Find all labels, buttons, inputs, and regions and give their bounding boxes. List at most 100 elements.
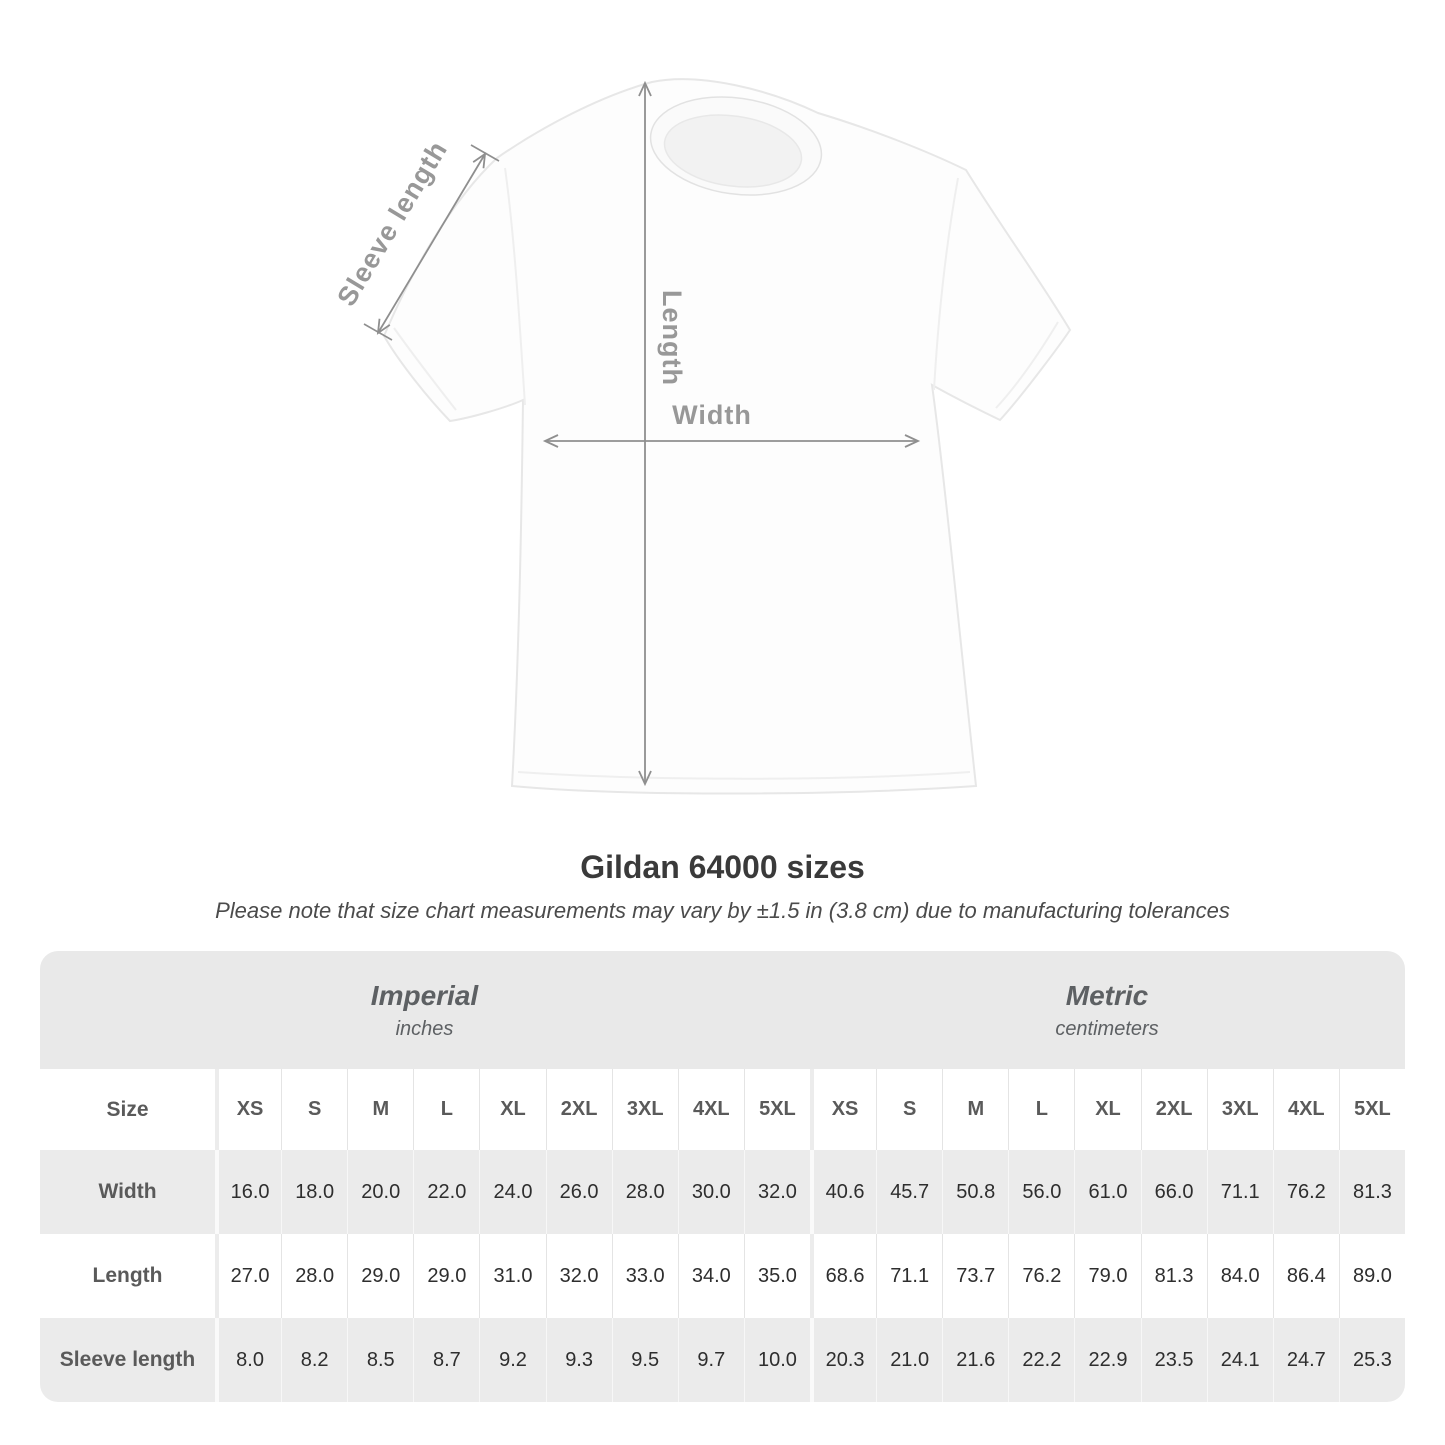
value-width-imperial-5xl: 32.0 (743, 1150, 810, 1234)
left-cuff-stitch (393, 327, 457, 411)
value-sleeve-length-metric-xl: 22.9 (1074, 1318, 1140, 1402)
right-armhole-seam (933, 177, 959, 391)
size-corner-header: Size (106, 1097, 149, 1121)
unit-group-metric: Metric centimeters (809, 951, 1405, 1069)
value-width-imperial-m: 20.0 (347, 1150, 413, 1234)
length-label: Length (657, 290, 687, 386)
value-length-imperial-4xl: 34.0 (677, 1234, 744, 1318)
value-width-metric-3xl: 71.1 (1206, 1150, 1273, 1234)
page-title: Gildan 64000 sizes (580, 849, 865, 885)
value-sleeve-length-metric-xs: 20.3 (810, 1318, 876, 1402)
value-length-metric-2xl: 81.3 (1140, 1234, 1207, 1318)
row-label-sleeve-length: Sleeve length (59, 1348, 196, 1371)
value-length-imperial-xs: 27.0 (215, 1234, 281, 1318)
col-header-imperial-xl: XL (479, 1069, 545, 1150)
value-sleeve-length-imperial-l: 8.7 (413, 1318, 479, 1402)
col-header-imperial-s: S (281, 1069, 347, 1150)
size-chart-table: Imperial inches Metric centimeters Size … (40, 951, 1405, 1402)
tshirt-illustration (382, 78, 1072, 795)
value-sleeve-length-imperial-s: 8.2 (281, 1318, 347, 1402)
value-width-metric-xl: 61.0 (1074, 1150, 1140, 1234)
unit-header-band: Imperial inches Metric centimeters (40, 951, 1405, 1069)
value-width-imperial-xs: 16.0 (215, 1150, 281, 1234)
value-sleeve-length-metric-5xl: 25.3 (1338, 1318, 1405, 1402)
col-header-metric-xs: XS (810, 1069, 876, 1150)
value-length-imperial-5xl: 35.0 (743, 1234, 810, 1318)
value-width-imperial-l: 22.0 (413, 1150, 479, 1234)
value-length-metric-3xl: 84.0 (1206, 1234, 1273, 1318)
col-header-imperial-4xl: 4XL (677, 1069, 744, 1150)
row-label-width: Width (98, 1180, 157, 1203)
value-width-metric-m: 50.8 (942, 1150, 1008, 1234)
value-width-imperial-s: 18.0 (281, 1150, 347, 1234)
value-width-metric-5xl: 81.3 (1338, 1150, 1405, 1234)
value-width-imperial-3xl: 28.0 (611, 1150, 678, 1234)
value-sleeve-length-metric-4xl: 24.7 (1272, 1318, 1339, 1402)
hem-stitch (517, 771, 971, 780)
value-sleeve-length-imperial-m: 8.5 (347, 1318, 413, 1402)
value-sleeve-length-imperial-5xl: 10.0 (743, 1318, 810, 1402)
col-header-metric-3xl: 3XL (1206, 1069, 1273, 1150)
value-width-metric-xs: 40.6 (810, 1150, 876, 1234)
value-sleeve-length-metric-m: 21.6 (942, 1318, 1008, 1402)
col-header-metric-s: S (876, 1069, 942, 1150)
metric-unit: centimeters (1055, 1017, 1159, 1040)
value-length-metric-4xl: 86.4 (1272, 1234, 1339, 1318)
col-header-imperial-l: L (413, 1069, 479, 1150)
value-width-imperial-2xl: 26.0 (545, 1150, 612, 1234)
imperial-label: Imperial (370, 979, 479, 1011)
right-cuff-stitch (995, 321, 1059, 409)
value-sleeve-length-imperial-xs: 8.0 (215, 1318, 281, 1402)
collar-opening (663, 114, 803, 188)
value-sleeve-length-imperial-xl: 9.2 (479, 1318, 545, 1402)
size-header-row: Size XS S M L XL 2XL 3XL 4XL 5XL XS S M L XL 2XL 3XL 4XL… (40, 1069, 1405, 1150)
sleeve-dimension-tick-bottom (363, 323, 393, 341)
size-table-body: Width 16.0 18.0 20.0 22.0 24.0 26.0 28.0 30.0 32.… (40, 1150, 1405, 1402)
sleeve-dimension-line (376, 152, 487, 335)
value-length-metric-5xl: 89.0 (1338, 1234, 1405, 1318)
col-header-imperial-2xl: 2XL (545, 1069, 612, 1150)
metric-label: Metric (1065, 979, 1149, 1011)
value-length-metric-s: 71.1 (876, 1234, 942, 1318)
value-sleeve-length-imperial-3xl: 9.5 (611, 1318, 678, 1402)
col-header-metric-2xl: 2XL (1140, 1069, 1207, 1150)
value-length-imperial-s: 28.0 (281, 1234, 347, 1318)
value-sleeve-length-metric-l: 22.2 (1008, 1318, 1074, 1402)
col-header-imperial-xs: XS (215, 1069, 281, 1150)
row-sleeve-length: Sleeve length 8.0 8.2 8.5 8.7 9.2 9.3 9.5 9.7 10.… (40, 1318, 1405, 1402)
value-length-metric-xs: 68.6 (810, 1234, 876, 1318)
value-width-metric-4xl: 76.2 (1272, 1150, 1339, 1234)
value-length-imperial-3xl: 33.0 (611, 1234, 678, 1318)
col-header-metric-m: M (942, 1069, 1008, 1150)
value-length-imperial-l: 29.0 (413, 1234, 479, 1318)
value-width-imperial-4xl: 30.0 (677, 1150, 744, 1234)
unit-group-imperial: Imperial inches (40, 951, 809, 1069)
col-header-imperial-m: M (347, 1069, 413, 1150)
tshirt-measurement-diagram: Sleeve length Length Width (331, 78, 1072, 795)
value-width-metric-l: 56.0 (1008, 1150, 1074, 1234)
value-sleeve-length-metric-3xl: 24.1 (1206, 1318, 1273, 1402)
col-header-metric-5xl: 5XL (1338, 1069, 1405, 1150)
value-length-imperial-2xl: 32.0 (545, 1234, 612, 1318)
col-header-imperial-5xl: 5XL (743, 1069, 810, 1150)
col-header-metric-xl: XL (1074, 1069, 1140, 1150)
value-sleeve-length-imperial-4xl: 9.7 (677, 1318, 744, 1402)
value-width-metric-2xl: 66.0 (1140, 1150, 1207, 1234)
value-sleeve-length-metric-s: 21.0 (876, 1318, 942, 1402)
value-width-metric-s: 45.7 (876, 1150, 942, 1234)
col-header-metric-l: L (1008, 1069, 1074, 1150)
row-length: Length 27.0 28.0 29.0 29.0 31.0 32.0 33.0 34.0 35… (40, 1234, 1405, 1318)
value-length-metric-m: 73.7 (942, 1234, 1008, 1318)
value-length-metric-xl: 79.0 (1074, 1234, 1140, 1318)
value-length-imperial-xl: 31.0 (479, 1234, 545, 1318)
row-width: Width 16.0 18.0 20.0 22.0 24.0 26.0 28.0 30.0 32.… (40, 1150, 1405, 1234)
imperial-unit: inches (395, 1017, 454, 1040)
value-sleeve-length-imperial-2xl: 9.3 (545, 1318, 612, 1402)
value-length-metric-l: 76.2 (1008, 1234, 1074, 1318)
col-header-imperial-3xl: 3XL (611, 1069, 678, 1150)
width-label: Width (672, 400, 752, 430)
sleeve-dimension-tick-top (470, 144, 500, 162)
row-label-length: Length (92, 1264, 163, 1287)
value-length-imperial-m: 29.0 (347, 1234, 413, 1318)
tolerance-note: Please note that size chart measurements… (215, 898, 1230, 923)
